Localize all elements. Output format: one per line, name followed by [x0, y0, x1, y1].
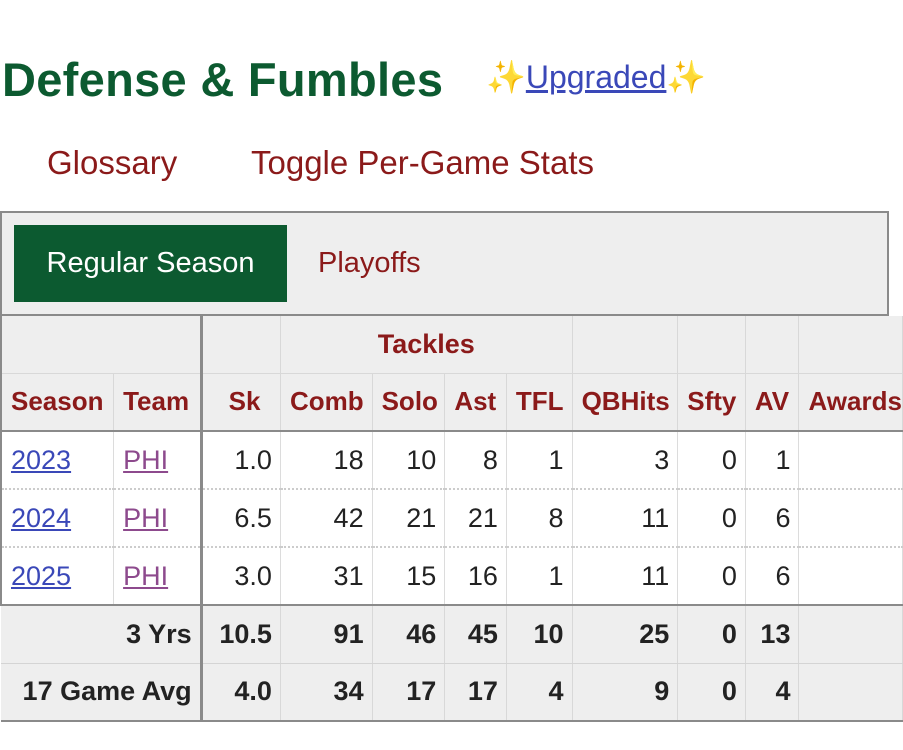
- cell-sfty: 0: [677, 489, 746, 548]
- cell-ast: 16: [444, 547, 507, 606]
- col-header-sfty[interactable]: Sfty: [677, 372, 746, 432]
- section-title: Defense & Fumbles: [2, 53, 444, 106]
- cell-sk: 3.0: [199, 547, 281, 606]
- cell-comb: 91: [280, 605, 373, 664]
- cell-qbhits: 9: [572, 663, 679, 722]
- team-link[interactable]: PHI: [123, 502, 169, 533]
- team-link[interactable]: PHI: [123, 444, 169, 475]
- table-row: 2025 PHI 3.0 31 15 16 1 11 0 6: [0, 547, 903, 606]
- defense-stats-table: Tackles Season Team Sk Comb Solo Ast TFL…: [0, 316, 903, 722]
- cell-sfty: 0: [677, 547, 746, 606]
- table-row: 2023 PHI 1.0 18 10 8 1 3 0 1: [0, 431, 903, 490]
- cell-qbhits: 3: [572, 431, 679, 490]
- team-link[interactable]: PHI: [123, 560, 169, 591]
- tab-playoffs[interactable]: Playoffs: [318, 247, 421, 279]
- season-link[interactable]: 2025: [11, 560, 72, 591]
- summary-label: 3 Yrs: [1, 605, 202, 664]
- cell-tfl: 8: [506, 489, 573, 548]
- cell-av: 4: [745, 663, 800, 722]
- cell-awards: [798, 605, 903, 664]
- cell-qbhits: 25: [572, 605, 679, 664]
- tab-regular-season[interactable]: Regular Season: [14, 225, 287, 302]
- cell-ast: 45: [444, 605, 507, 664]
- glossary-link[interactable]: Glossary: [47, 144, 178, 181]
- sparkles-icon: ✨: [666, 59, 707, 95]
- cell-comb: 18: [280, 431, 373, 490]
- cell-solo: 15: [372, 547, 446, 606]
- cell-tfl: 10: [506, 605, 573, 664]
- cell-solo: 46: [372, 605, 446, 664]
- sparkles-icon: ✨: [486, 59, 526, 95]
- cell-ast: 17: [444, 663, 507, 722]
- cell-comb: 31: [280, 547, 373, 606]
- column-header-row: Season Team Sk Comb Solo Ast TFL QBHits …: [0, 372, 903, 432]
- cell-sk: 10.5: [199, 605, 281, 664]
- cell-sfty: 0: [677, 663, 746, 722]
- table-row: 2024 PHI 6.5 42 21 21 8 11 0 6: [0, 489, 903, 548]
- cell-qbhits: 11: [572, 547, 679, 606]
- col-header-ast[interactable]: Ast: [444, 372, 507, 432]
- cell-tfl: 1: [506, 431, 573, 490]
- header-group-blank: [745, 316, 800, 373]
- summary-row: 3 Yrs 10.5 91 46 45 10 25 0 13: [1, 605, 903, 664]
- col-header-solo[interactable]: Solo: [372, 372, 446, 432]
- cell-solo: 10: [372, 431, 446, 490]
- season-link[interactable]: 2024: [11, 502, 72, 533]
- cell-qbhits: 11: [572, 489, 679, 548]
- col-header-sk[interactable]: Sk: [199, 372, 281, 432]
- season-tabs: Regular Season Playoffs: [0, 211, 889, 316]
- header-group-row: Tackles: [0, 316, 903, 373]
- upgraded-promo: ✨Upgraded✨: [486, 58, 706, 96]
- cell-av: 1: [745, 431, 800, 490]
- cell-awards: [798, 547, 903, 606]
- col-header-awards[interactable]: Awards: [798, 372, 903, 432]
- header-group-blank: [798, 316, 903, 373]
- cell-sk: 6.5: [199, 489, 281, 548]
- cell-av: 6: [745, 489, 800, 548]
- col-header-tfl[interactable]: TFL: [506, 372, 573, 432]
- cell-sfty: 0: [677, 605, 746, 664]
- header-group-blank: [0, 316, 202, 373]
- cell-comb: 34: [280, 663, 373, 722]
- col-header-qbhits[interactable]: QBHits: [572, 372, 679, 432]
- header-group-blank: [572, 316, 679, 373]
- cell-solo: 21: [372, 489, 446, 548]
- cell-ast: 8: [444, 431, 507, 490]
- cell-awards: [798, 431, 903, 490]
- cell-tfl: 4: [506, 663, 573, 722]
- upgraded-link[interactable]: Upgraded: [525, 59, 667, 95]
- cell-solo: 17: [372, 663, 446, 722]
- toggle-per-game-link[interactable]: Toggle Per-Game Stats: [251, 144, 594, 181]
- col-header-team[interactable]: Team: [113, 372, 202, 432]
- cell-awards: [798, 663, 903, 722]
- season-link[interactable]: 2023: [11, 444, 72, 475]
- cell-av: 6: [745, 547, 800, 606]
- cell-tfl: 1: [506, 547, 573, 606]
- col-header-av[interactable]: AV: [745, 372, 800, 432]
- cell-av: 13: [745, 605, 800, 664]
- tackles-group-header: Tackles: [280, 316, 573, 373]
- header-group-blank: [677, 316, 746, 373]
- section-header: Defense & Fumbles ✨Upgraded✨: [0, 52, 903, 112]
- summary-label: 17 Game Avg: [1, 663, 202, 722]
- cell-sk: 1.0: [199, 431, 281, 490]
- cell-comb: 42: [280, 489, 373, 548]
- cell-awards: [798, 489, 903, 548]
- cell-ast: 21: [444, 489, 507, 548]
- cell-sk: 4.0: [199, 663, 281, 722]
- col-header-comb[interactable]: Comb: [280, 372, 373, 432]
- summary-row: 17 Game Avg 4.0 34 17 17 4 9 0 4: [1, 663, 903, 722]
- col-header-season[interactable]: Season: [0, 372, 115, 432]
- cell-sfty: 0: [677, 431, 746, 490]
- header-group-blank: [199, 316, 281, 373]
